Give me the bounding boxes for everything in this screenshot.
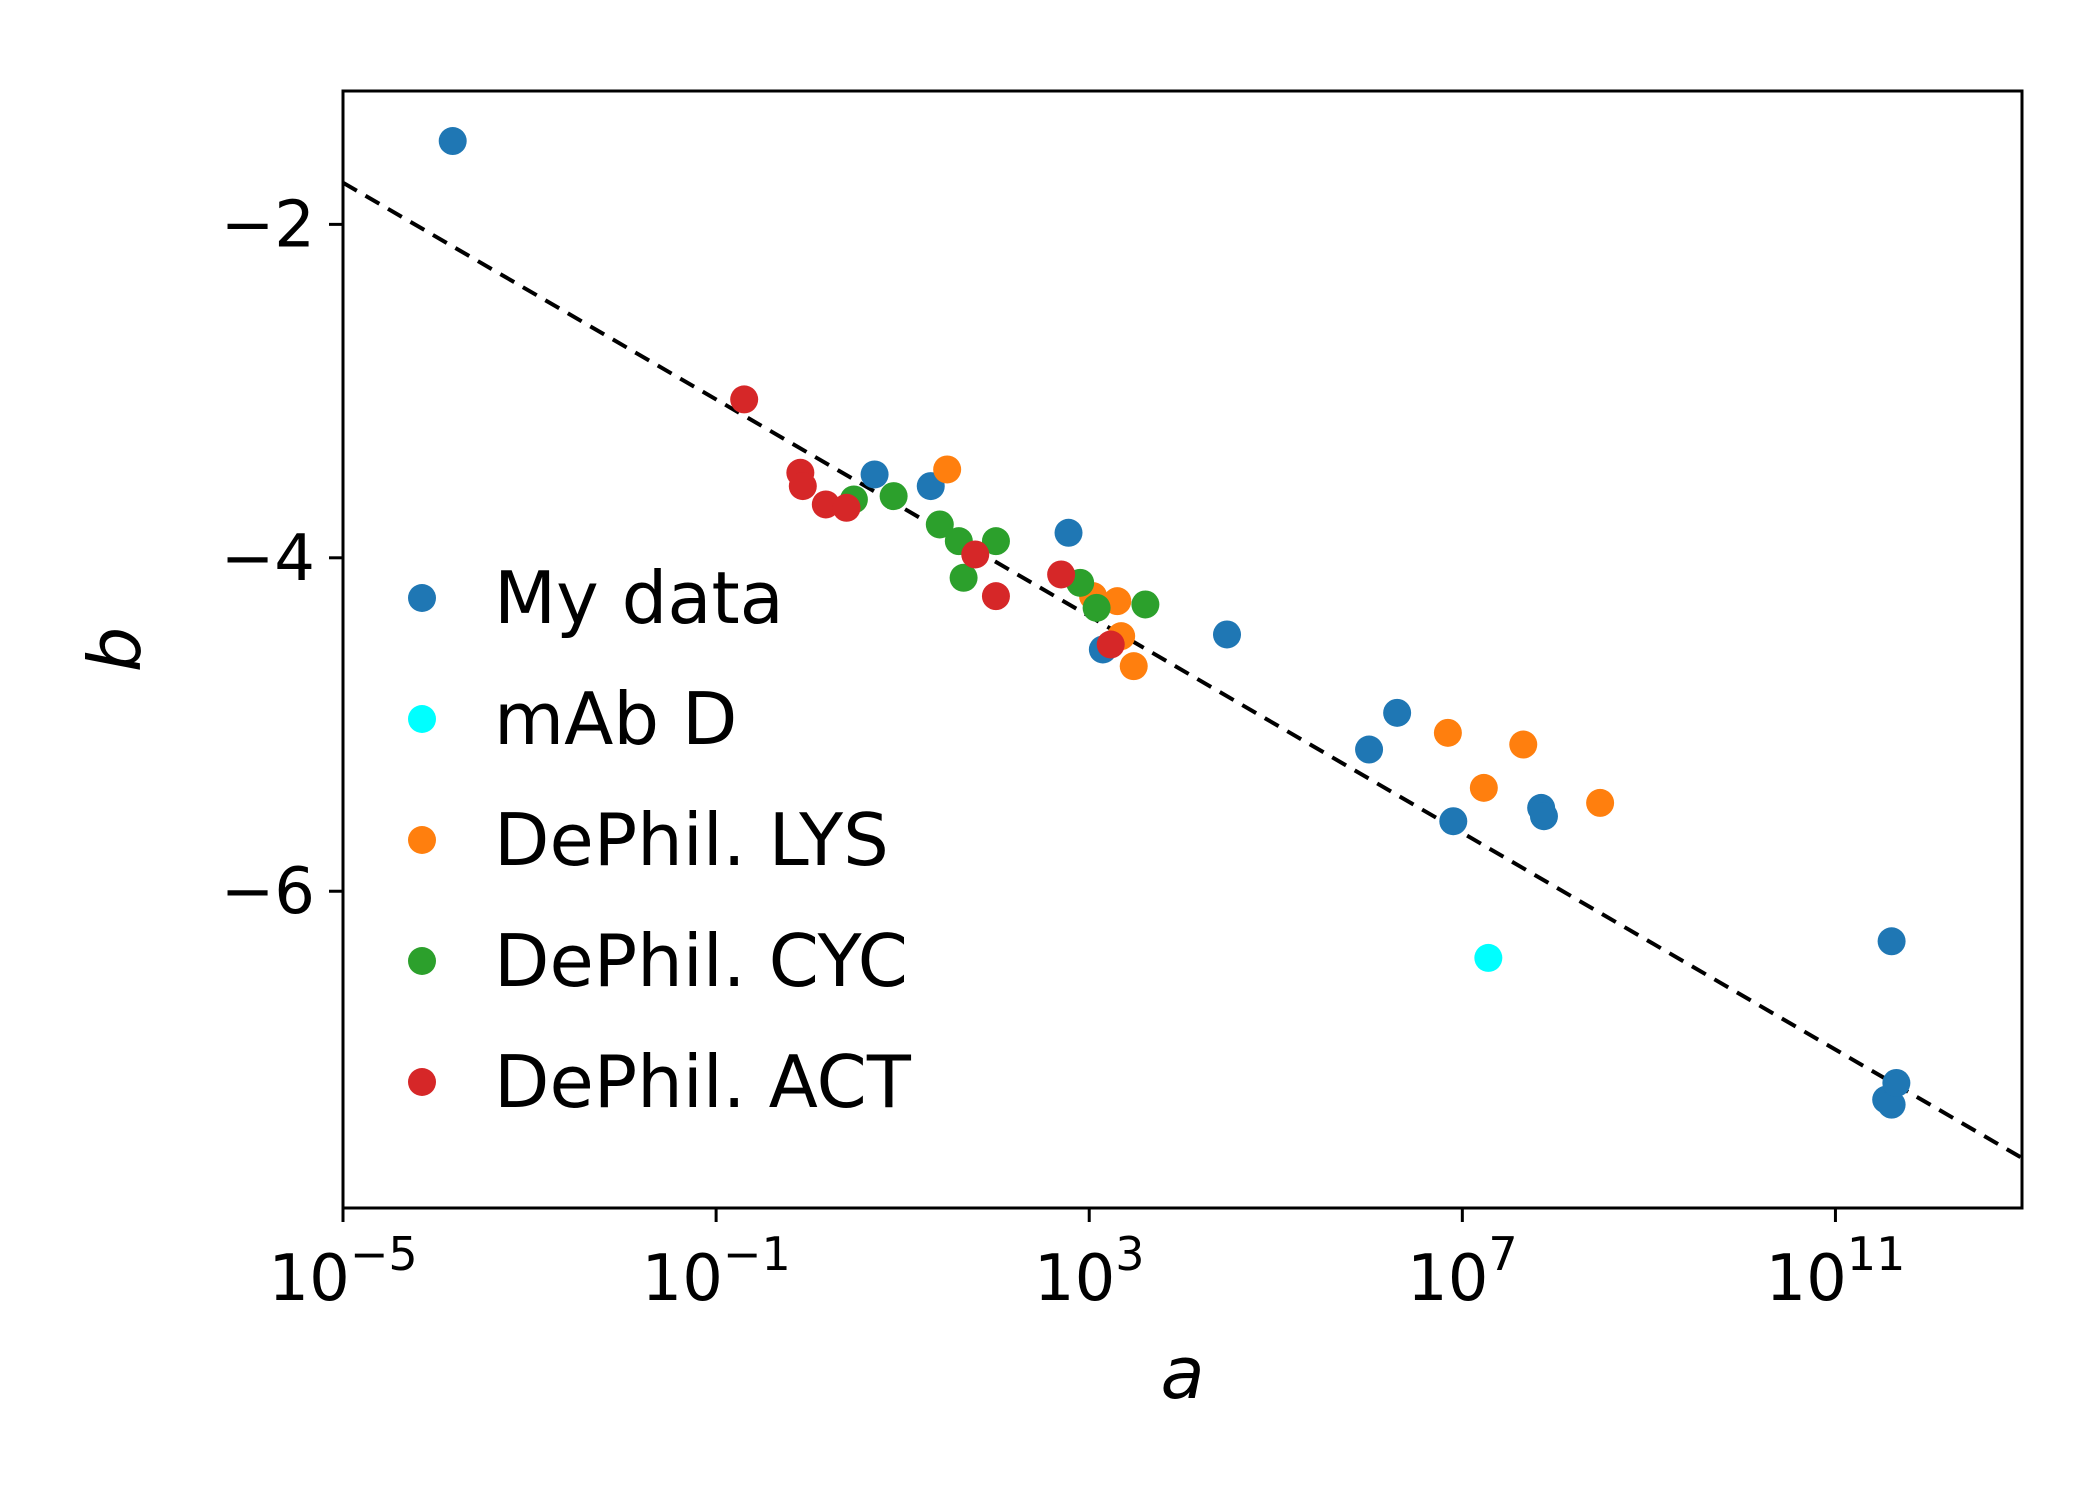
fit-line [343, 180, 2022, 1160]
data-point [1469, 773, 1498, 802]
data-point [1383, 698, 1412, 727]
data-point [1509, 730, 1538, 759]
legend-label: My data [494, 556, 784, 640]
y-axis-label: b [73, 627, 157, 673]
data-point [1213, 620, 1242, 649]
data-point [949, 563, 978, 592]
data-points-layer [438, 127, 1911, 1119]
y-tick-label: −6 [221, 855, 315, 929]
legend: My data mAb D DePhil. LYS DePhil. CYC DePhil… [408, 556, 912, 1124]
data-point [1882, 1068, 1911, 1097]
y-tick-label: −4 [221, 522, 315, 596]
data-point [1096, 630, 1125, 659]
data-point [811, 490, 840, 519]
x-tick-label: 10−1 [641, 1227, 790, 1316]
legend-entry: DePhil. CYC [408, 919, 908, 1003]
legend-label: DePhil. CYC [494, 919, 908, 1003]
data-point [1355, 735, 1384, 764]
data-point [1586, 788, 1615, 817]
data-point [1119, 652, 1148, 681]
series-dephil-lys [933, 455, 1615, 817]
data-point [730, 385, 759, 414]
x-tick-label: 103 [1034, 1227, 1145, 1316]
data-point [879, 482, 908, 511]
data-point [1529, 802, 1558, 831]
data-point [788, 472, 817, 501]
x-tick-label: 107 [1407, 1227, 1518, 1316]
data-point [981, 527, 1010, 556]
data-point [1433, 718, 1462, 747]
data-point [1082, 593, 1111, 622]
data-point [832, 493, 861, 522]
x-axis-label: a [1160, 1331, 1204, 1415]
legend-entry: DePhil. ACT [408, 1040, 912, 1124]
legend-entry: My data [408, 556, 784, 640]
data-point [1131, 590, 1160, 619]
fit-line-layer [343, 180, 2022, 1160]
legend-marker [408, 584, 436, 612]
legend-marker [408, 1068, 436, 1096]
legend-marker [408, 947, 436, 975]
legend-entry: DePhil. LYS [408, 798, 889, 882]
plot-frame [341, 89, 2024, 1210]
x-tick-label: 10−5 [268, 1227, 417, 1316]
legend-marker [408, 705, 436, 733]
data-point [1474, 943, 1503, 972]
x-tick-label: 1011 [1765, 1227, 1905, 1316]
legend-label: DePhil. ACT [494, 1040, 912, 1124]
legend-label: mAb D [494, 677, 737, 761]
series-my-data [438, 127, 1911, 1119]
y-tick-label: −2 [221, 188, 315, 262]
legend-entry: mAb D [408, 677, 737, 761]
legend-label: DePhil. LYS [494, 798, 889, 882]
series-dephil-act [730, 385, 1125, 659]
data-point [860, 460, 889, 489]
data-point [925, 510, 954, 539]
data-point [1877, 1090, 1906, 1119]
ticks-layer: 10−5 10−1 103 107 1011 −2 −4 −6 [221, 188, 1906, 1316]
data-point [1047, 560, 1076, 589]
data-point [933, 455, 962, 484]
data-point [981, 582, 1010, 611]
data-point [1877, 927, 1906, 956]
data-point [438, 127, 467, 156]
data-point [1054, 518, 1083, 547]
data-point [1439, 807, 1468, 836]
legend-marker [408, 826, 436, 854]
series-mab-d [1474, 943, 1503, 972]
data-point [961, 540, 990, 569]
